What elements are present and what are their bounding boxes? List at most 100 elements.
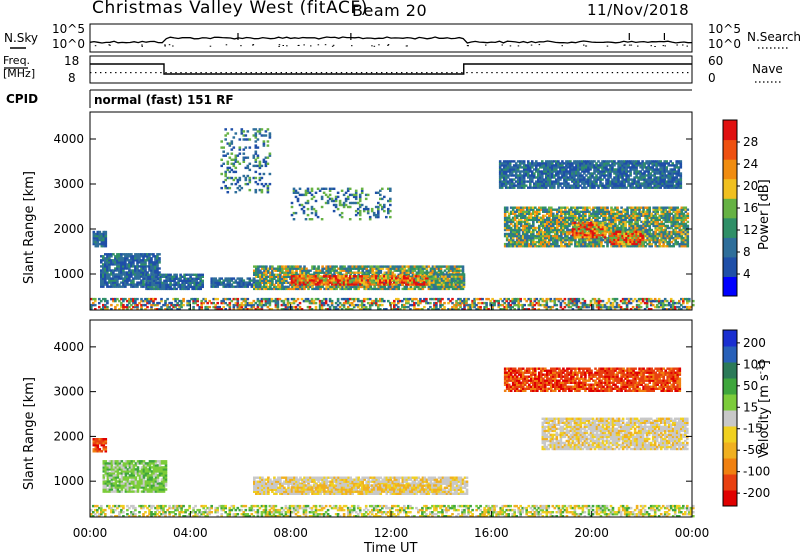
range-gate-cell bbox=[92, 242, 96, 246]
range-gate-cell bbox=[185, 281, 188, 284]
range-gate-cell bbox=[510, 182, 514, 185]
range-gate-cell bbox=[535, 166, 538, 169]
range-gate-cell bbox=[634, 226, 637, 230]
range-gate-cell bbox=[536, 216, 539, 219]
range-gate-cell bbox=[444, 281, 448, 284]
range-gate-cell bbox=[502, 176, 506, 179]
nsearch-dot bbox=[466, 45, 469, 47]
nave-axis-bottom: 0 bbox=[708, 71, 716, 85]
nave-dot bbox=[210, 72, 212, 74]
range-gate-cell bbox=[409, 283, 412, 286]
range-gate-cell bbox=[430, 281, 434, 284]
range-gate-cell bbox=[427, 277, 430, 280]
range-gate-cell bbox=[532, 238, 535, 242]
range-gate-cell bbox=[617, 174, 620, 177]
range-gate-cell bbox=[672, 220, 675, 224]
range-gate-cell bbox=[550, 210, 553, 213]
range-gate-cell bbox=[515, 222, 519, 226]
range-gate-cell bbox=[646, 218, 649, 222]
range-gate-cell bbox=[578, 216, 581, 219]
nave-dot bbox=[190, 72, 192, 74]
range-gate-cell bbox=[154, 271, 157, 274]
nsearch-dot bbox=[310, 45, 312, 47]
range-gate-cell bbox=[553, 160, 556, 163]
range-gate-cell bbox=[587, 178, 590, 181]
range-gate-cell bbox=[399, 273, 403, 276]
range-gate-cell bbox=[616, 208, 619, 211]
range-gate-cell bbox=[644, 226, 647, 230]
range-gate-cell bbox=[462, 275, 466, 278]
range-gate-cell bbox=[305, 267, 308, 270]
range-gate-cell bbox=[265, 271, 268, 274]
range-gate-cell bbox=[124, 279, 127, 282]
range-gate-cell bbox=[511, 245, 515, 248]
range-gate-cell bbox=[658, 230, 661, 234]
range-gate-cell bbox=[519, 224, 523, 228]
range-gate-cell bbox=[668, 216, 671, 219]
range-gate-cell bbox=[507, 224, 511, 228]
range-gate-cell bbox=[130, 273, 133, 276]
range-gate-cell bbox=[443, 265, 447, 268]
range-gate-cell bbox=[559, 182, 562, 185]
range-gate-cell bbox=[626, 212, 629, 215]
range-gate-cell bbox=[680, 218, 684, 222]
range-gate-cell bbox=[511, 236, 515, 240]
range-gate-cell bbox=[544, 214, 547, 217]
range-gate-cell bbox=[163, 285, 166, 289]
range-gate-cell bbox=[289, 267, 292, 270]
range-gate-cell bbox=[330, 283, 334, 286]
range-gate-cell bbox=[289, 281, 292, 284]
range-gate-cell bbox=[387, 287, 391, 291]
range-gate-cell bbox=[362, 275, 366, 278]
range-gate-cell bbox=[508, 178, 512, 181]
range-gate-cell bbox=[311, 277, 314, 280]
range-gate-cell bbox=[573, 236, 577, 239]
range-gate-cell bbox=[122, 267, 125, 270]
range-gate-cell bbox=[598, 230, 601, 234]
range-gate-cell bbox=[461, 267, 465, 270]
range-gate-cell bbox=[500, 170, 504, 173]
range-gate-cell bbox=[573, 184, 576, 187]
range-gate-cell bbox=[601, 233, 605, 237]
range-gate-cell bbox=[389, 281, 392, 284]
range-gate-cell bbox=[405, 287, 409, 291]
range-gate-cell bbox=[365, 267, 368, 270]
range-gate-cell bbox=[565, 170, 568, 173]
range-gate-cell bbox=[173, 277, 176, 280]
range-gate-cell bbox=[578, 212, 581, 215]
range-gate-cell bbox=[448, 283, 452, 286]
range-gate-cell bbox=[132, 255, 135, 258]
range-gate-cell bbox=[556, 210, 559, 213]
range-gate-cell bbox=[575, 223, 579, 227]
range-gate-cell bbox=[577, 180, 580, 183]
range-gate-cell bbox=[510, 180, 514, 183]
range-gate-cell bbox=[560, 210, 563, 213]
freq-axis-top: 18 bbox=[64, 54, 79, 68]
range-gate-cell bbox=[271, 265, 274, 268]
range-gate-cell bbox=[310, 275, 314, 278]
range-gate-cell bbox=[587, 170, 590, 173]
range-gate-cell bbox=[568, 208, 571, 211]
range-gate-cell bbox=[507, 212, 511, 215]
range-gate-cell bbox=[339, 287, 342, 291]
range-gate-cell bbox=[605, 160, 608, 163]
range-gate-cell bbox=[452, 285, 456, 288]
range-gate-cell bbox=[193, 285, 196, 289]
range-gate-cell bbox=[316, 281, 320, 284]
range-gate-cell bbox=[518, 162, 522, 165]
nave-dot bbox=[205, 72, 207, 74]
range-gate-cell bbox=[110, 277, 113, 280]
range-gate-cell bbox=[352, 275, 356, 278]
range-gate-cell bbox=[632, 206, 635, 209]
range-gate-cell bbox=[436, 273, 440, 276]
range-gate-cell bbox=[569, 168, 572, 171]
range-gate-cell bbox=[556, 220, 559, 224]
range-gate-cell bbox=[106, 277, 109, 280]
range-gate-cell bbox=[519, 240, 523, 244]
range-gate-cell bbox=[140, 267, 143, 270]
range-gate-cell bbox=[197, 287, 200, 291]
range-gate-cell bbox=[615, 236, 618, 239]
range-gate-cell bbox=[654, 240, 657, 244]
range-gate-cell bbox=[267, 285, 270, 289]
range-gate-cell bbox=[104, 269, 107, 272]
